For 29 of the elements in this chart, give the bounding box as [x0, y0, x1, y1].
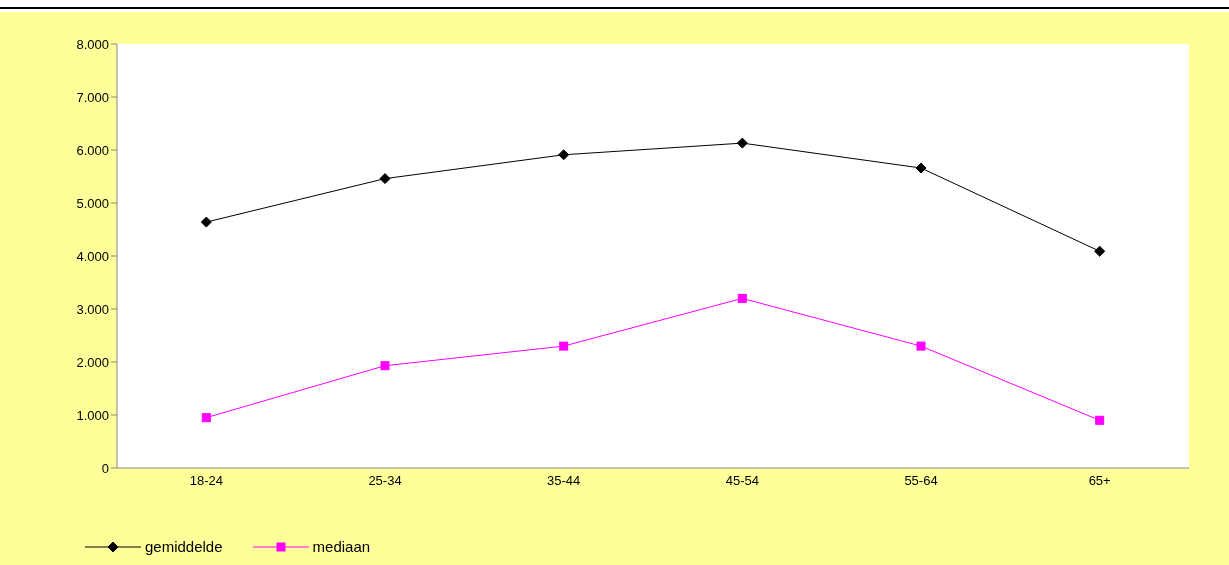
point [379, 173, 391, 185]
y-tick-label: 3.000 [76, 301, 109, 317]
legend-label: gemiddelde [145, 538, 223, 555]
point [380, 361, 390, 371]
point [915, 162, 927, 174]
point [559, 341, 569, 351]
legend-label: mediaan [312, 538, 371, 555]
y-tick-label: 8.000 [76, 36, 109, 52]
y-tick-label: 1.000 [76, 407, 109, 423]
point [1095, 415, 1105, 425]
point [200, 216, 212, 228]
point [737, 293, 747, 303]
y-tick-label: 7.000 [76, 89, 109, 105]
y-tick-label: 4.000 [76, 248, 109, 264]
point [916, 341, 926, 351]
point [736, 137, 748, 149]
x-tick-label: 25-34 [368, 473, 402, 489]
x-tick-label: 35-44 [547, 473, 581, 489]
point [558, 149, 570, 161]
y-tick-label: 0 [101, 460, 109, 476]
x-tick-label: 45-54 [725, 473, 759, 489]
y-tick-label: 2.000 [76, 354, 109, 370]
x-tick-label: 55-64 [904, 473, 938, 489]
x-tick-label: 18-24 [189, 473, 223, 489]
x-tick-label: 65+ [1088, 473, 1111, 489]
y-tick-label: 5.000 [76, 195, 109, 211]
y-tick-label: 6.000 [76, 142, 109, 158]
point [1094, 245, 1106, 257]
point [201, 413, 211, 423]
